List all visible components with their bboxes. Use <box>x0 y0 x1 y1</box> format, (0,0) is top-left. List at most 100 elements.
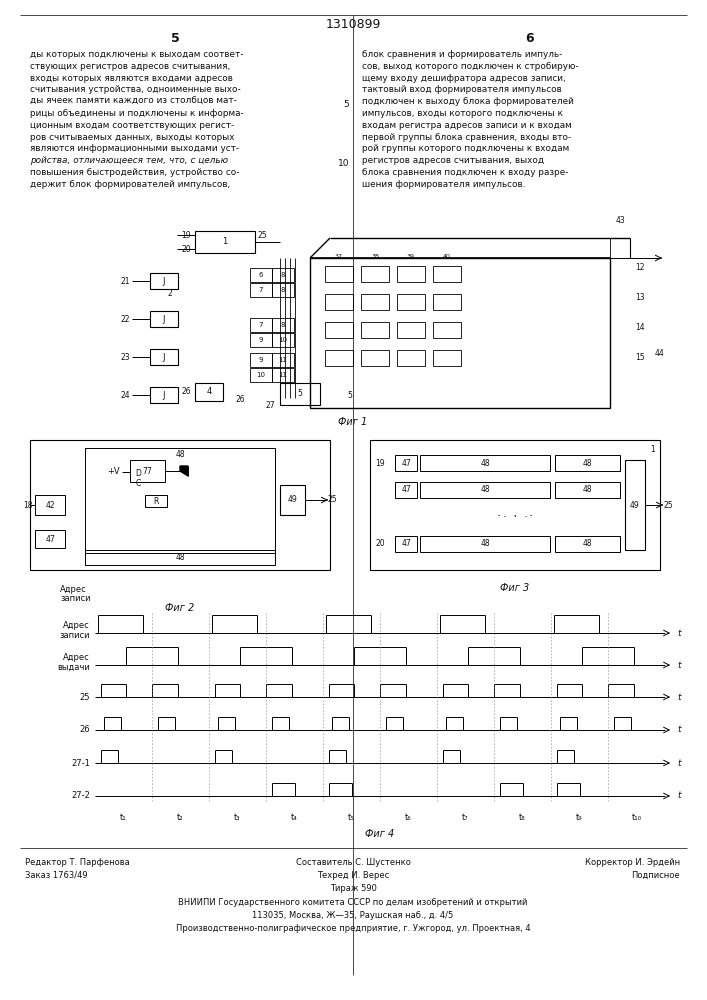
Text: t: t <box>677 726 681 734</box>
Text: 22: 22 <box>120 314 130 324</box>
Bar <box>150 349 178 365</box>
Bar <box>272 368 294 382</box>
Text: 21: 21 <box>120 276 130 286</box>
Text: шения формирователя импульсов.: шения формирователя импульсов. <box>362 180 525 189</box>
Bar <box>433 266 461 282</box>
Bar <box>250 333 272 347</box>
Text: R: R <box>153 496 158 506</box>
Text: ды которых подключены к выходам соответ-: ды которых подключены к выходам соответ- <box>30 50 243 59</box>
Bar <box>370 440 660 570</box>
Text: J: J <box>163 314 165 324</box>
Text: 77: 77 <box>142 466 152 476</box>
Text: 6: 6 <box>259 272 263 278</box>
Bar <box>420 536 550 552</box>
Text: 8: 8 <box>281 287 285 293</box>
Text: рицы объединены и подключены к информа-: рицы объединены и подключены к информа- <box>30 109 244 118</box>
Text: щему входу дешифратора адресов записи,: щему входу дешифратора адресов записи, <box>362 74 566 83</box>
Text: t₄: t₄ <box>291 814 298 822</box>
Text: 8: 8 <box>281 322 285 328</box>
Bar <box>555 455 620 471</box>
Text: 48: 48 <box>480 540 490 548</box>
Text: t: t <box>677 660 681 670</box>
Text: тактовый вход формирователя импульсов: тактовый вход формирователя импульсов <box>362 85 562 94</box>
Text: блока сравнения подключен к входу разре-: блока сравнения подключен к входу разре- <box>362 168 568 177</box>
Text: 10: 10 <box>279 337 288 343</box>
Bar <box>310 258 610 408</box>
Text: 6: 6 <box>526 31 534 44</box>
Text: t₇: t₇ <box>462 814 469 822</box>
Text: 19: 19 <box>375 458 385 468</box>
Text: Подписное: Подписное <box>631 871 680 880</box>
Text: 18: 18 <box>23 500 33 510</box>
Text: t: t <box>677 792 681 800</box>
Text: 25: 25 <box>257 232 267 240</box>
Bar <box>272 318 294 332</box>
Text: 26: 26 <box>182 387 191 396</box>
Text: J: J <box>163 276 165 286</box>
Bar <box>250 368 272 382</box>
Bar <box>325 294 353 310</box>
Text: Фиг 2: Фиг 2 <box>165 603 194 613</box>
Bar <box>397 322 425 338</box>
Text: J: J <box>163 390 165 399</box>
Text: Адрес: Адрес <box>60 585 87 594</box>
Text: 12: 12 <box>635 263 645 272</box>
Text: 5: 5 <box>298 389 303 398</box>
Text: 1: 1 <box>223 237 228 246</box>
Text: ров считываемых данных, выходы которых: ров считываемых данных, выходы которых <box>30 133 235 142</box>
Text: ствующих регистров адресов считывания,: ствующих регистров адресов считывания, <box>30 62 230 71</box>
Text: 23: 23 <box>120 353 130 361</box>
Bar <box>395 455 417 471</box>
Polygon shape <box>180 466 188 476</box>
Text: 39: 39 <box>407 253 415 258</box>
Bar <box>395 482 417 498</box>
Bar <box>145 495 167 507</box>
Text: 5: 5 <box>170 31 180 44</box>
Text: входам регистра адресов записи и к входам: входам регистра адресов записи и к входа… <box>362 121 572 130</box>
Bar <box>272 283 294 297</box>
Bar <box>250 283 272 297</box>
Text: C: C <box>135 479 141 488</box>
Text: Фиг 3: Фиг 3 <box>501 583 530 593</box>
Text: t₁: t₁ <box>120 814 127 822</box>
Text: 24: 24 <box>120 390 130 399</box>
Text: ·  ·  ·: · · · <box>503 512 527 522</box>
Text: 5: 5 <box>344 100 349 109</box>
Bar <box>433 350 461 366</box>
Text: 15: 15 <box>635 354 645 362</box>
Text: t: t <box>677 629 681 638</box>
Text: 13: 13 <box>635 294 645 302</box>
Text: 25: 25 <box>79 692 90 702</box>
Text: D: D <box>135 468 141 478</box>
Text: ды ячеек памяти каждого из столбцов мат-: ды ячеек памяти каждого из столбцов мат- <box>30 97 237 106</box>
Text: 47: 47 <box>401 486 411 494</box>
Bar <box>433 294 461 310</box>
Bar <box>280 383 320 405</box>
Text: Адрес: Адрес <box>63 620 90 630</box>
Text: 48: 48 <box>582 458 592 468</box>
Text: повышения быстродействия, устройство со-: повышения быстродействия, устройство со- <box>30 168 240 177</box>
Text: 7: 7 <box>259 287 263 293</box>
Bar <box>130 460 165 482</box>
Text: 48: 48 <box>480 458 490 468</box>
Bar <box>150 387 178 403</box>
Text: блок сравнения и формирователь импуль-: блок сравнения и формирователь импуль- <box>362 50 562 59</box>
Text: t: t <box>677 758 681 768</box>
Text: сов, выход которого подключен к стробирую-: сов, выход которого подключен к стробиру… <box>362 62 579 71</box>
Text: Техред И. Верес: Техред И. Верес <box>317 871 389 880</box>
Bar <box>250 268 272 282</box>
Text: 48: 48 <box>582 540 592 548</box>
Bar <box>625 460 645 550</box>
Text: являются информационными выходами уст-: являются информационными выходами уст- <box>30 144 239 153</box>
Text: регистров адресов считывания, выход: регистров адресов считывания, выход <box>362 156 544 165</box>
Bar <box>195 231 255 253</box>
Text: 1: 1 <box>650 445 655 454</box>
Text: 2: 2 <box>168 288 173 298</box>
Text: 26: 26 <box>235 395 245 404</box>
Text: 40: 40 <box>443 253 451 258</box>
Text: 27: 27 <box>265 401 275 410</box>
Text: считывания устройства, одноименные выхо-: считывания устройства, одноименные выхо- <box>30 85 241 94</box>
Text: 20: 20 <box>375 540 385 548</box>
Text: Тираж 590: Тираж 590 <box>329 884 376 893</box>
Text: подключен к выходу блока формирователей: подключен к выходу блока формирователей <box>362 97 574 106</box>
